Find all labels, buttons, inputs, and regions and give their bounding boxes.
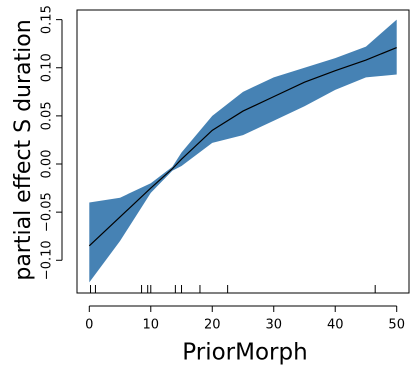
y-tick-label: 0.15 bbox=[40, 5, 55, 34]
plot-box bbox=[76, 9, 410, 294]
x-axis-label: PriorMorph bbox=[182, 340, 307, 366]
y-tick-label: 0.05 bbox=[40, 101, 55, 130]
x-tick-label: 30 bbox=[265, 318, 282, 333]
y-tick-label: −0.05 bbox=[40, 192, 55, 232]
x-tick-label: 0 bbox=[85, 318, 93, 333]
x-tick-label: 10 bbox=[143, 318, 160, 333]
y-tick-label: 0.10 bbox=[40, 53, 55, 82]
x-tick-label: 40 bbox=[327, 318, 344, 333]
fit-line bbox=[88, 46, 397, 247]
x-tick-label: 20 bbox=[204, 318, 221, 333]
y-tick-label: 0.00 bbox=[40, 150, 55, 179]
y-tick-label: −0.10 bbox=[40, 240, 55, 280]
confidence-band bbox=[89, 19, 397, 283]
x-tick-label: 50 bbox=[388, 318, 405, 333]
y-axis-label: partial effect S duration bbox=[11, 19, 36, 280]
